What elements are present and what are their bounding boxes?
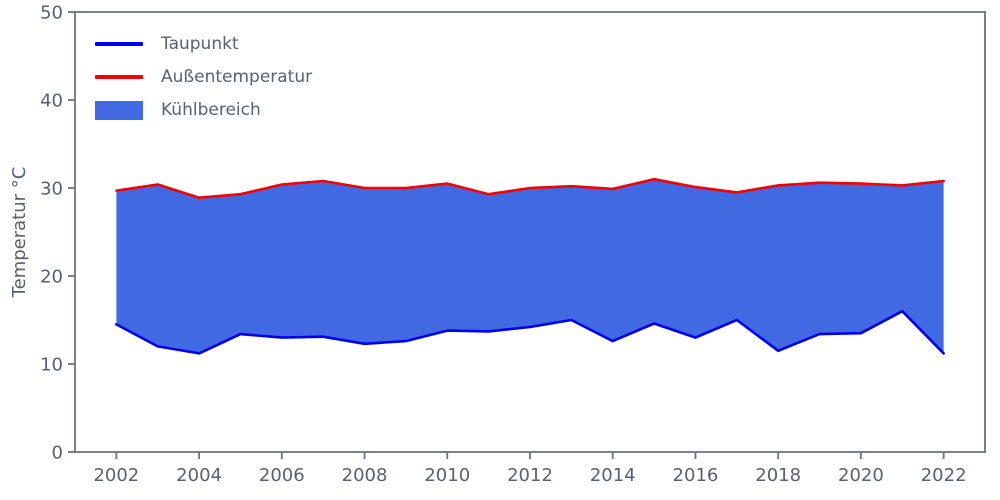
legend-label-kuehlbereich: Kühlbereich bbox=[161, 100, 261, 120]
x-tick-label: 2020 bbox=[838, 465, 884, 486]
y-tick-label: 20 bbox=[40, 267, 63, 288]
taupunkt-line bbox=[115, 309, 945, 355]
y-tick-label: 10 bbox=[40, 355, 63, 376]
kuehlbereich-patch-swatch bbox=[95, 100, 143, 120]
legend-item-kuehlbereich: Kühlbereich bbox=[95, 100, 312, 120]
red-line-icon bbox=[95, 75, 143, 79]
royalblue-patch-icon bbox=[95, 100, 143, 120]
aussentemperatur-line-swatch bbox=[95, 67, 143, 87]
y-tick-label: 40 bbox=[40, 91, 63, 112]
cooling-area-fill bbox=[116, 179, 944, 354]
x-tick-label: 2002 bbox=[93, 465, 139, 486]
y-tick-label: 0 bbox=[52, 443, 63, 464]
legend-label-aussentemperatur: Außentemperatur bbox=[161, 67, 313, 87]
legend-label-taupunkt: Taupunkt bbox=[161, 34, 239, 54]
x-tick-label: 2014 bbox=[590, 465, 636, 486]
x-tick-label: 2008 bbox=[342, 465, 388, 486]
x-tick-label: 2016 bbox=[673, 465, 719, 486]
legend-item-aussentemperatur: Außentemperatur bbox=[95, 67, 312, 87]
blue-line-icon bbox=[95, 42, 143, 46]
x-tick-label: 2022 bbox=[921, 465, 967, 486]
x-tick-label: 2018 bbox=[755, 465, 801, 486]
x-tick-label: 2006 bbox=[259, 465, 305, 486]
y-axis-label: Temperatur °C bbox=[9, 167, 30, 299]
y-tick-label: 30 bbox=[40, 179, 63, 200]
legend-item-taupunkt: Taupunkt bbox=[95, 34, 312, 54]
aussentemperatur-line bbox=[115, 177, 945, 199]
x-tick-label: 2004 bbox=[176, 465, 222, 486]
x-tick-label: 2012 bbox=[507, 465, 553, 486]
x-tick-label: 2010 bbox=[424, 465, 470, 486]
y-tick-label: 50 bbox=[40, 3, 63, 24]
taupunkt-line-swatch bbox=[95, 34, 143, 54]
chart-legend: Taupunkt Außentemperatur Kühlbereich bbox=[95, 34, 312, 120]
